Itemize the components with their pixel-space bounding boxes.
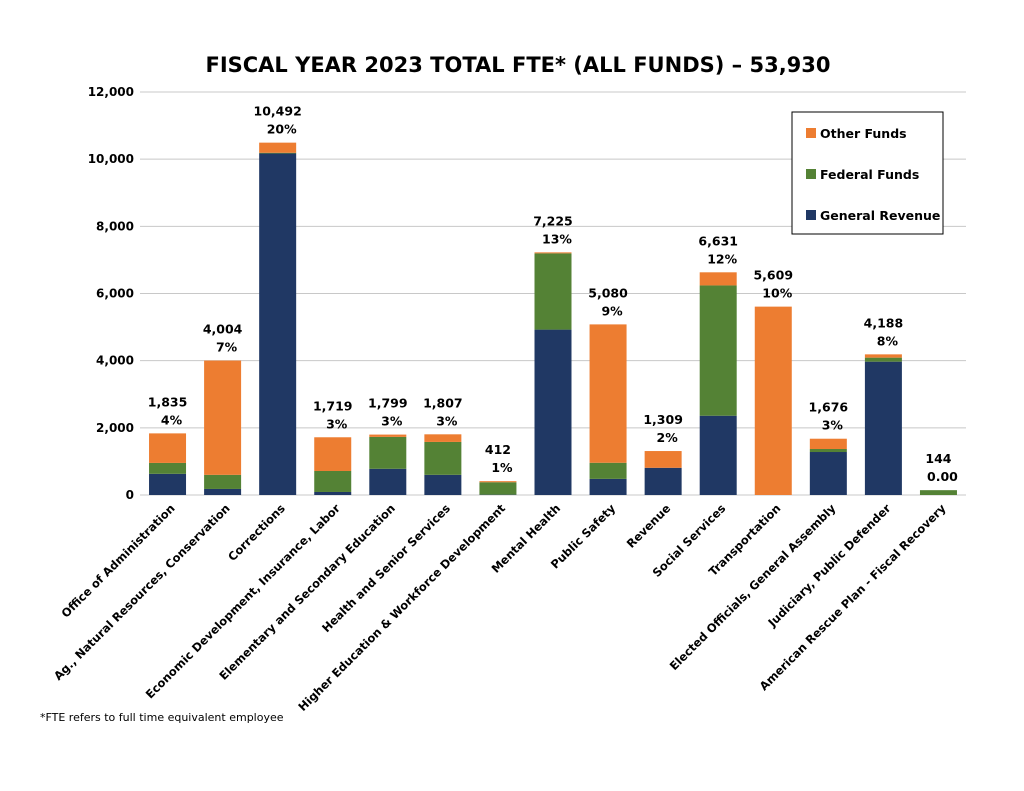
percent-label: 1%	[491, 460, 513, 475]
data-labels: 1,835 4% 4,004 7% 10,492 20% 1,719 3% 1,799 3% 1,8…	[148, 104, 958, 485]
bar-segment-federal-funds	[699, 285, 737, 416]
bar-segment-other-funds	[424, 434, 462, 442]
category-label: Higher Education & Workforce Development	[295, 501, 508, 714]
bar-segment-general-revenue	[314, 491, 352, 495]
bar-segment-federal-funds	[589, 462, 627, 479]
bar-segment-federal-funds	[369, 436, 407, 469]
bar-segment-other-funds	[204, 360, 242, 475]
percent-label: 12%	[707, 251, 737, 266]
total-label: 10,492	[254, 104, 302, 119]
percent-label: 4%	[161, 412, 183, 427]
bar-segment-other-funds	[589, 324, 627, 463]
bar-segment-other-funds	[534, 252, 572, 254]
bar-segment-general-revenue	[644, 467, 682, 495]
legend-label: General Revenue	[820, 208, 940, 223]
percent-label: 10%	[762, 286, 792, 301]
bar-segment-other-funds	[369, 434, 407, 437]
total-label: 1,807	[423, 395, 463, 410]
bar-segment-other-funds	[864, 354, 902, 358]
bar-segment-other-funds	[479, 481, 517, 483]
bar-segment-other-funds	[809, 438, 847, 449]
y-tick-label: 2,000	[96, 421, 134, 435]
bar-segment-other-funds	[259, 142, 297, 153]
bar-segment-general-revenue	[369, 468, 407, 495]
bar-segment-federal-funds	[149, 462, 187, 474]
percent-label: 7%	[216, 340, 238, 355]
percent-label: 3%	[822, 418, 844, 433]
total-label: 5,080	[588, 285, 628, 300]
percent-label: 3%	[436, 413, 458, 428]
percent-label: 13%	[542, 231, 572, 246]
bar-segment-general-revenue	[589, 478, 627, 495]
bar-segment-general-revenue	[699, 415, 737, 495]
y-tick-label: 6,000	[96, 287, 134, 301]
total-label: 6,631	[698, 233, 738, 248]
chart-title: FISCAL YEAR 2023 TOTAL FTE* (ALL FUNDS) …	[205, 53, 830, 77]
total-label: 1,835	[148, 394, 188, 409]
bars	[149, 142, 957, 495]
bar-segment-other-funds	[314, 437, 352, 471]
percent-label: 3%	[381, 414, 403, 429]
total-label: 4,004	[203, 322, 243, 337]
total-label: 1,799	[368, 396, 408, 411]
total-label: 1,309	[643, 412, 683, 427]
percent-label: 20%	[267, 122, 297, 137]
percent-label: 8%	[877, 333, 899, 348]
bar-segment-general-revenue	[424, 474, 462, 495]
y-tick-label: 0	[126, 488, 134, 502]
bar-segment-federal-funds	[479, 482, 517, 495]
y-tick-label: 4,000	[96, 354, 134, 368]
category-label: Revenue	[624, 501, 674, 551]
bar-segment-general-revenue	[204, 488, 242, 495]
bar-segment-federal-funds	[314, 470, 352, 492]
percent-label: 9%	[601, 303, 623, 318]
legend-swatch	[806, 210, 816, 220]
bar-segment-general-revenue	[259, 153, 297, 495]
total-label: 5,609	[753, 268, 793, 283]
bar-segment-general-revenue	[534, 329, 572, 495]
legend-label: Other Funds	[820, 126, 907, 141]
bar-segment-federal-funds	[204, 474, 242, 489]
legend-box	[791, 111, 944, 235]
total-label: 1,719	[313, 398, 353, 413]
category-label: Economic Development, Insurance, Labor	[143, 501, 343, 701]
total-label: 412	[485, 442, 511, 457]
bar-segment-other-funds	[149, 433, 187, 463]
bar-segment-federal-funds	[919, 490, 957, 495]
y-tick-label: 12,000	[88, 85, 134, 99]
legend-swatch	[806, 128, 816, 138]
bar-segment-other-funds	[644, 451, 682, 468]
total-label: 1,676	[809, 400, 849, 415]
bar-segment-general-revenue	[809, 452, 847, 495]
bar-segment-federal-funds	[424, 441, 462, 475]
bar-segment-federal-funds	[809, 448, 847, 453]
bar-segment-other-funds	[699, 272, 737, 286]
y-tick-label: 10,000	[88, 152, 134, 166]
legend-swatch	[806, 169, 816, 179]
category-label: American Rescue Plan - Fiscal Recovery	[757, 501, 949, 693]
bar-segment-federal-funds	[259, 152, 297, 154]
bar-segment-other-funds	[754, 306, 792, 495]
percent-label: 2%	[657, 430, 679, 445]
bar-segment-federal-funds	[534, 253, 572, 330]
bar-segment-federal-funds	[864, 357, 902, 362]
bar-segment-general-revenue	[149, 473, 187, 495]
legend-label: Federal Funds	[820, 167, 919, 182]
percent-label: 0.00	[927, 469, 958, 484]
y-axis-ticks: 0 2,000 4,000 6,000 8,000 10,000 12,000	[88, 85, 134, 502]
total-label: 7,225	[533, 213, 573, 228]
bar-segment-general-revenue	[864, 361, 902, 495]
footnote: *FTE refers to full time equivalent empl…	[40, 711, 284, 724]
category-label: Office of Administration	[58, 501, 177, 620]
total-label: 4,188	[864, 315, 904, 330]
y-tick-label: 8,000	[96, 219, 134, 233]
legend: Other Funds Federal Funds General Revenue	[791, 111, 944, 235]
total-label: 144	[925, 451, 951, 466]
percent-label: 3%	[326, 416, 348, 431]
